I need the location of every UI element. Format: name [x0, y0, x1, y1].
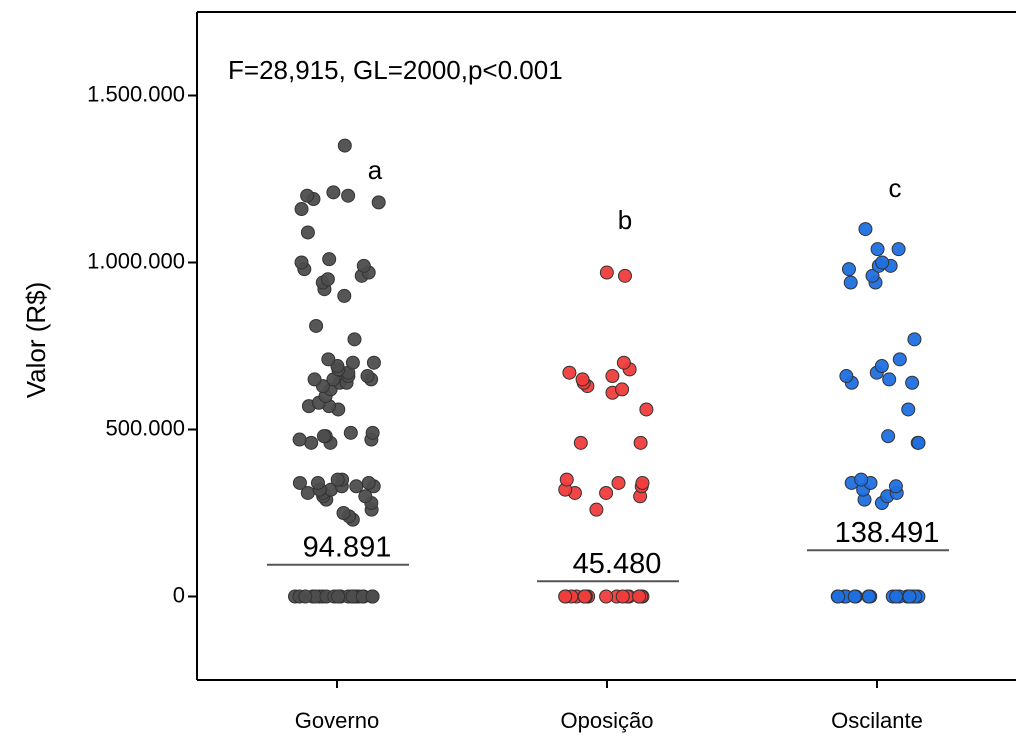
group-letter: c — [889, 173, 902, 203]
point — [331, 589, 346, 604]
point — [839, 369, 854, 384]
point — [345, 355, 360, 370]
point — [292, 432, 307, 447]
point — [341, 188, 356, 203]
point — [905, 375, 920, 390]
point — [360, 369, 375, 384]
point — [635, 475, 650, 490]
x-tick-label: Oposição — [561, 708, 654, 733]
point — [321, 352, 336, 367]
point — [371, 195, 386, 210]
point — [316, 429, 331, 444]
point — [322, 252, 337, 267]
point — [356, 258, 371, 273]
point — [330, 472, 345, 487]
point — [907, 332, 922, 347]
point — [891, 242, 906, 257]
point — [599, 485, 614, 500]
point — [365, 589, 380, 604]
point — [599, 265, 614, 280]
point — [854, 472, 869, 487]
point — [841, 262, 856, 277]
point — [294, 255, 309, 270]
point — [562, 365, 577, 380]
point — [831, 589, 846, 604]
y-tick-label: 1.500.000 — [87, 81, 185, 106]
point — [639, 402, 654, 417]
point — [617, 268, 632, 283]
point — [843, 275, 858, 290]
point — [632, 589, 647, 604]
point — [911, 435, 926, 450]
point — [875, 255, 890, 270]
y-tick-label: 0 — [173, 582, 185, 607]
y-tick-label: 1.000.000 — [87, 248, 185, 273]
point — [605, 369, 620, 384]
point — [307, 372, 322, 387]
point — [902, 589, 917, 604]
point — [300, 225, 315, 240]
point — [349, 479, 364, 494]
point — [633, 435, 648, 450]
point — [559, 472, 574, 487]
point — [888, 479, 903, 494]
x-tick-label: Oscilante — [831, 708, 923, 733]
point — [599, 589, 614, 604]
point — [361, 475, 376, 490]
point — [881, 429, 896, 444]
point — [358, 489, 373, 504]
point — [326, 185, 341, 200]
point — [294, 202, 309, 217]
y-tick-label: 500.000 — [105, 415, 185, 440]
point — [343, 425, 358, 440]
point — [365, 425, 380, 440]
point — [347, 332, 362, 347]
point — [847, 589, 862, 604]
point — [589, 502, 604, 517]
point — [874, 359, 889, 374]
point — [575, 372, 590, 387]
point — [292, 475, 307, 490]
point — [577, 589, 592, 604]
point — [320, 272, 335, 287]
point — [337, 288, 352, 303]
point — [901, 402, 916, 417]
mean-label: 138.491 — [835, 517, 940, 549]
point — [865, 268, 880, 283]
point — [615, 589, 630, 604]
point — [309, 318, 324, 333]
point — [870, 242, 885, 257]
point — [298, 589, 313, 604]
annotation: F=28,915, GL=2000,p<0.001 — [228, 55, 563, 85]
point — [889, 589, 904, 604]
group-letter: b — [618, 205, 632, 235]
point — [300, 188, 315, 203]
point — [616, 355, 631, 370]
point — [337, 138, 352, 153]
y-axis-label: Valor (R$) — [21, 282, 51, 399]
point — [892, 352, 907, 367]
point — [310, 475, 325, 490]
x-tick-label: Governo — [295, 708, 379, 733]
group-letter: a — [368, 155, 383, 185]
mean-label: 45.480 — [573, 548, 662, 580]
point — [336, 506, 351, 520]
mean-label: 94.891 — [303, 531, 392, 563]
point — [366, 355, 381, 370]
point — [615, 382, 630, 397]
point — [862, 589, 877, 604]
point — [611, 475, 626, 490]
point — [558, 589, 573, 604]
point — [304, 435, 319, 450]
point — [882, 372, 897, 387]
point — [573, 435, 588, 450]
point — [858, 222, 873, 237]
